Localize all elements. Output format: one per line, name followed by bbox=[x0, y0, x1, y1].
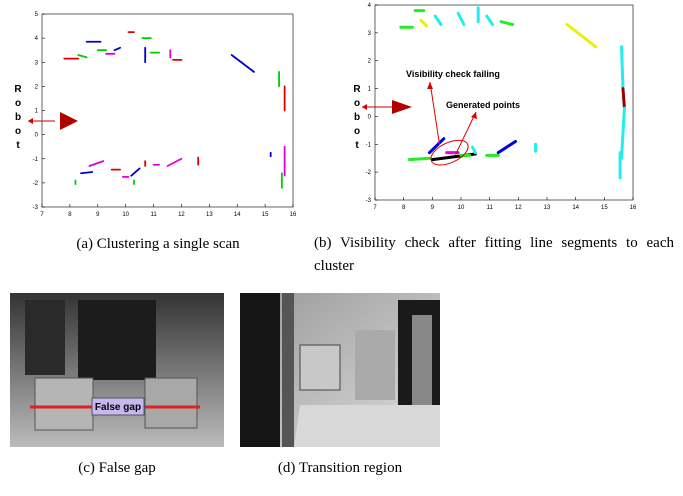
segment bbox=[77, 54, 88, 59]
segment bbox=[496, 140, 517, 155]
segment bbox=[499, 20, 515, 26]
robot-letter: b bbox=[15, 112, 21, 123]
x-tick-label: 15 bbox=[601, 205, 608, 211]
x-tick-label: 9 bbox=[96, 212, 100, 218]
x-tick-label: 8 bbox=[402, 205, 406, 211]
annotation-arrow bbox=[455, 111, 477, 155]
segment bbox=[88, 160, 105, 167]
caption: (c) False gap bbox=[78, 460, 155, 476]
robot-letter: o bbox=[354, 98, 360, 109]
y-tick-label: 3 bbox=[35, 60, 39, 66]
segment bbox=[80, 171, 94, 175]
x-tick-label: 12 bbox=[515, 205, 522, 211]
x-tick-label: 7 bbox=[40, 212, 44, 218]
y-tick-label: 1 bbox=[368, 87, 372, 93]
y-tick-label: -2 bbox=[366, 170, 372, 176]
y-tick-label: -1 bbox=[33, 157, 39, 163]
segment bbox=[470, 145, 477, 155]
photo-c: False gap bbox=[10, 293, 224, 447]
segment bbox=[427, 137, 446, 155]
x-tick-label: 11 bbox=[150, 212, 157, 218]
segment bbox=[620, 45, 625, 91]
x-tick-label: 9 bbox=[431, 205, 435, 211]
caption: (d) Transition region bbox=[278, 460, 403, 476]
y-tick-label: 5 bbox=[35, 12, 39, 18]
gap-label: False gap bbox=[95, 402, 141, 413]
annotation: Generated points bbox=[446, 100, 520, 110]
arrow-head bbox=[427, 82, 433, 89]
robot-marker bbox=[392, 100, 412, 114]
robot-letter: R bbox=[353, 84, 361, 95]
caption-box: (b) Visibility check after fitting line … bbox=[314, 235, 674, 274]
robot-letter: b bbox=[354, 112, 360, 123]
axes-box bbox=[41, 13, 294, 208]
x-tick-label: 8 bbox=[68, 212, 72, 218]
segment bbox=[419, 18, 429, 28]
arrow-head bbox=[28, 118, 33, 124]
y-tick-label: -3 bbox=[33, 205, 39, 211]
robot-letter: R bbox=[14, 84, 22, 95]
x-tick-label: 13 bbox=[206, 212, 213, 218]
highlight bbox=[430, 139, 469, 166]
segment bbox=[620, 106, 626, 160]
x-tick-label: 14 bbox=[572, 205, 579, 211]
annotation-arrow bbox=[429, 81, 441, 145]
x-tick-label: 16 bbox=[630, 205, 637, 211]
segment bbox=[485, 14, 495, 26]
y-tick-label: 0 bbox=[35, 133, 39, 139]
x-tick-label: 11 bbox=[487, 205, 494, 211]
photo-d bbox=[240, 293, 440, 447]
robot-marker bbox=[60, 112, 78, 130]
segment bbox=[621, 87, 626, 110]
y-tick-label: -2 bbox=[33, 181, 39, 187]
segment bbox=[230, 54, 255, 73]
x-tick-label: 15 bbox=[262, 212, 269, 218]
segment bbox=[130, 167, 141, 177]
y-tick-label: 4 bbox=[35, 36, 39, 42]
y-tick-label: 0 bbox=[368, 114, 372, 120]
robot-letter: o bbox=[15, 126, 21, 137]
annotation: Visibility check failing bbox=[406, 69, 500, 79]
y-tick-label: 2 bbox=[35, 84, 39, 90]
arrow-head bbox=[362, 104, 367, 110]
axes-box bbox=[374, 4, 634, 201]
caption: (a) Clustering a single scan bbox=[76, 236, 240, 252]
segment bbox=[166, 157, 183, 167]
robot-letter: t bbox=[355, 140, 359, 151]
y-tick-label: -3 bbox=[366, 198, 372, 204]
arrow-head bbox=[471, 112, 477, 119]
y-tick-label: -1 bbox=[366, 142, 372, 148]
y-tick-label: 3 bbox=[368, 31, 372, 37]
robot-letter: o bbox=[354, 126, 360, 137]
segment bbox=[407, 156, 431, 162]
segment bbox=[433, 14, 443, 26]
x-tick-label: 10 bbox=[122, 212, 129, 218]
x-tick-label: 16 bbox=[290, 212, 297, 218]
x-tick-label: 12 bbox=[178, 212, 185, 218]
x-tick-label: 14 bbox=[234, 212, 241, 218]
segment bbox=[456, 11, 466, 26]
y-tick-label: 2 bbox=[368, 59, 372, 65]
y-tick-label: 1 bbox=[35, 109, 39, 115]
segment bbox=[565, 23, 598, 49]
x-tick-label: 13 bbox=[544, 205, 551, 211]
segment bbox=[113, 46, 121, 52]
y-tick-label: 4 bbox=[368, 3, 372, 9]
x-tick-label: 10 bbox=[458, 205, 465, 211]
robot-letter: t bbox=[16, 140, 20, 151]
robot-letter: o bbox=[15, 98, 21, 109]
caption: (b) Visibility check after fitting line … bbox=[314, 235, 674, 274]
x-tick-label: 7 bbox=[373, 205, 377, 211]
